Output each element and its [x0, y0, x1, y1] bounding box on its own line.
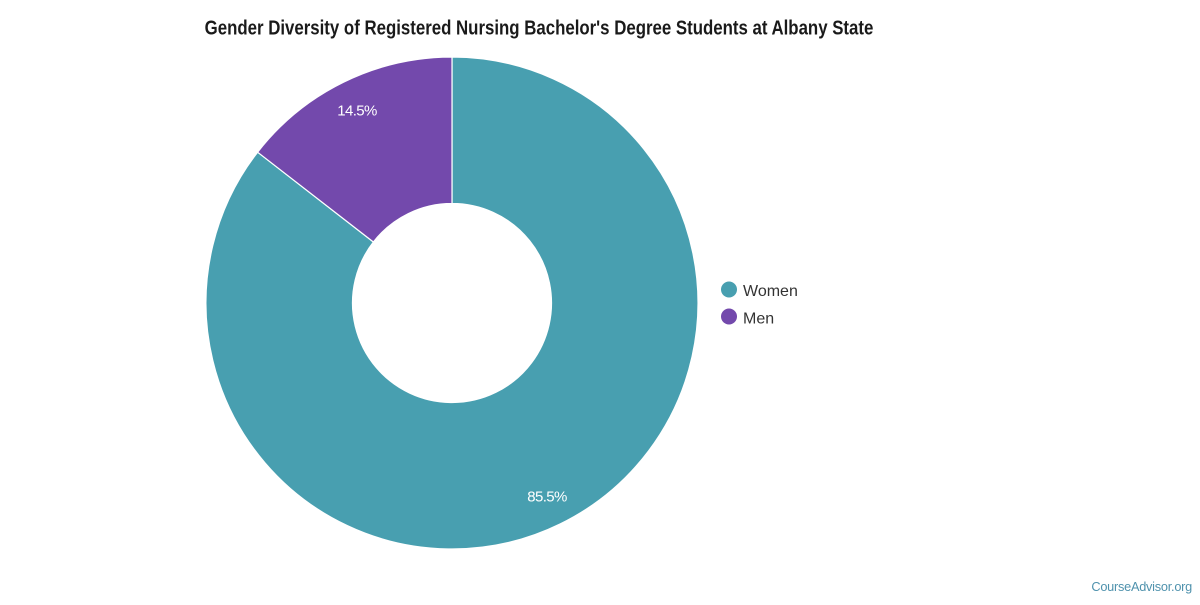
svg-text:14.5%: 14.5%: [337, 103, 377, 120]
svg-text:85.5%: 85.5%: [527, 489, 567, 506]
svg-text:CourseAdvisor.org: CourseAdvisor.org: [1091, 579, 1192, 594]
svg-text:Men: Men: [743, 310, 774, 327]
svg-text:Women: Women: [743, 283, 798, 300]
svg-text:Gender Diversity of Registered: Gender Diversity of Registered Nursing B…: [205, 16, 874, 39]
